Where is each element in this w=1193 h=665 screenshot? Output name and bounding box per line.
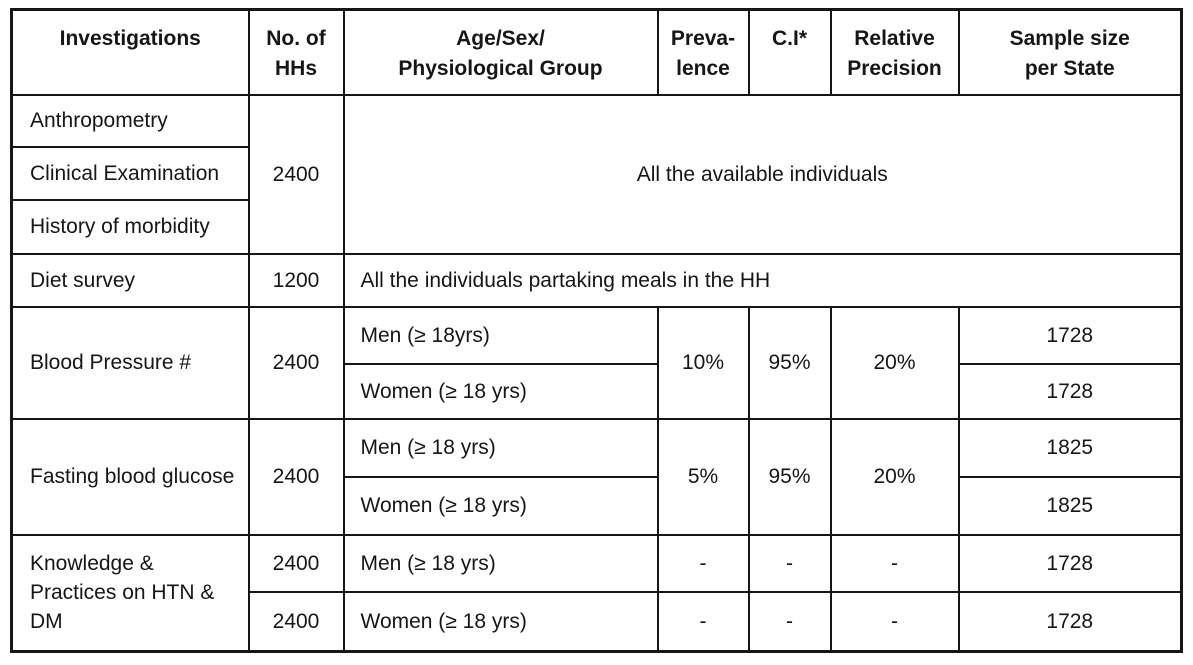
table-row: Women (≥ 18 yrs) 1728 [12, 362, 1183, 420]
relative-precision-cell-bp: 20% [829, 305, 960, 420]
investigation-history-of-morbidity: History of morbidity [10, 198, 250, 255]
group-cell-partaking-meals: All the individuals partaking meals in t… [342, 252, 1183, 308]
investigation-anthropometry: Anthropometry [10, 93, 250, 148]
table-row: Clinical Examination [10, 145, 1182, 201]
col-header-sample-size: Sample size per State [957, 8, 1183, 96]
investigation-diet-survey: Diet survey [10, 252, 250, 308]
sample-size-cell-fasting-men: 1825 [957, 417, 1183, 478]
table-row: Fasting blood glucose 2400 Men (≥ 18 yrs… [10, 417, 1183, 536]
prevalence-cell-knowledge-men: - [656, 533, 750, 593]
col-header-age-sex-group: Age/Sex/ Physiological Group [342, 8, 659, 96]
header-row: Investigations No. of HHs Age/Sex/ Physi… [10, 8, 1183, 96]
table-row: Anthropometry 2400 All the available ind… [10, 93, 1183, 255]
group-cell-knowledge-men: Men (≥ 18 yrs) [342, 533, 659, 593]
col-header-ci: C.I* [747, 8, 832, 96]
relative-precision-cell-knowledge-men: - [829, 533, 960, 593]
group-cell-bp-women: Women (≥ 18 yrs) [342, 362, 659, 420]
hhs-cell-section1: 2400 [247, 93, 345, 255]
hhs-cell-fasting: 2400 [247, 417, 345, 536]
col-header-investigations: Investigations [10, 8, 250, 96]
hhs-cell-diet-survey: 1200 [247, 252, 345, 308]
prevalence-cell-knowledge-women: - [656, 590, 750, 653]
prevalence-cell-bp: 10% [656, 305, 750, 420]
relative-precision-cell-knowledge-women: - [829, 590, 960, 653]
sample-size-cell-knowledge-men: 1728 [957, 533, 1183, 593]
sample-size-cell-bp-women: 1728 [957, 362, 1183, 420]
group-cell-fasting-men: Men (≥ 18 yrs) [342, 417, 659, 478]
hhs-cell-knowledge-women: 2400 [247, 590, 345, 653]
group-cell-knowledge-women: Women (≥ 18 yrs) [342, 590, 659, 653]
table-row: History of morbidity [10, 198, 1182, 255]
survey-sampling-table: Investigations No. of HHs Age/Sex/ Physi… [10, 8, 1183, 653]
group-cell-all-available: All the available individuals [342, 93, 1183, 255]
hhs-cell-blood-pressure: 2400 [247, 305, 345, 420]
ci-cell-fasting: 95% [747, 417, 832, 536]
table-row: Women (≥ 18 yrs) 1825 [12, 475, 1183, 536]
prevalence-cell-fasting: 5% [656, 417, 750, 536]
table-row: Knowledge & Practices on HTN & DM 2400 M… [10, 533, 1183, 653]
investigation-knowledge-practices: Knowledge & Practices on HTN & DM [10, 533, 250, 653]
investigation-fasting-blood-glucose: Fasting blood glucose [10, 417, 250, 536]
col-header-no-of-hhs: No. of HHs [247, 8, 345, 96]
ci-cell-bp: 95% [747, 305, 832, 420]
sample-size-cell-fasting-women: 1825 [957, 475, 1183, 536]
col-header-relative-precision: Relative Precision [829, 8, 960, 96]
table-row: Blood Pressure # 2400 Men (≥ 18yrs) 10% … [10, 305, 1183, 420]
group-cell-fasting-women: Women (≥ 18 yrs) [342, 475, 659, 536]
table-row: 2400 Women (≥ 18 yrs) - - - 1728 [12, 590, 1183, 653]
sample-size-cell-bp-men: 1728 [957, 305, 1183, 365]
group-cell-bp-men: Men (≥ 18yrs) [342, 305, 659, 365]
relative-precision-cell-fasting: 20% [829, 417, 960, 536]
investigation-blood-pressure: Blood Pressure # [10, 305, 250, 420]
ci-cell-knowledge-women: - [747, 590, 832, 653]
hhs-cell-knowledge-men: 2400 [247, 533, 345, 593]
investigation-clinical-examination: Clinical Examination [10, 145, 250, 201]
ci-cell-knowledge-men: - [747, 533, 832, 593]
col-header-prevalence: Preva- lence [656, 8, 750, 96]
sample-size-cell-knowledge-women: 1728 [957, 590, 1183, 653]
table-row: Diet survey 1200 All the individuals par… [10, 252, 1183, 308]
